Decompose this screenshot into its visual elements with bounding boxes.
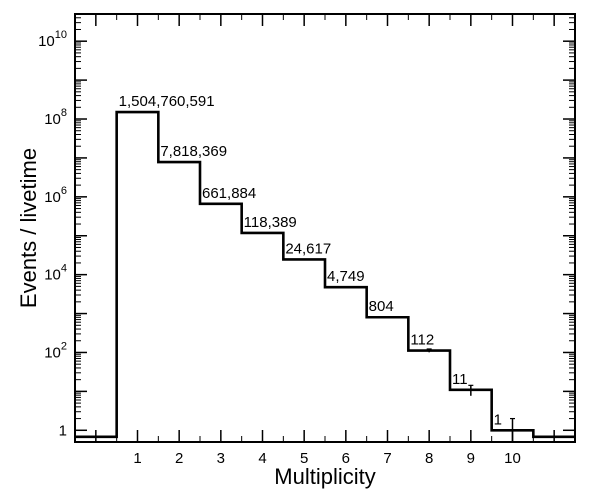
x-tick-label: 6	[342, 450, 350, 467]
y-tick-label-exponent: 2	[61, 340, 67, 352]
bin-value-label: 1,504,760,591	[119, 93, 215, 110]
bin-value-label: 4,749	[327, 268, 365, 285]
y-tick-label: 104	[44, 263, 67, 284]
x-tick-label: 4	[258, 450, 266, 467]
x-tick-label: 3	[217, 450, 225, 467]
bin-value-label: 804	[369, 298, 394, 315]
bin-value-label: 118,389	[244, 214, 297, 231]
y-tick-label: 1010	[38, 29, 67, 50]
y-tick-label-base: 1	[59, 422, 67, 439]
y-tick-label-exponent: 4	[61, 263, 67, 275]
y-tick-label-base: 10	[44, 189, 61, 206]
bin-value-label: 112	[410, 332, 434, 349]
y-tick-label-exponent: 10	[55, 29, 67, 41]
y-tick-label: 102	[44, 340, 67, 361]
error-bars	[426, 348, 515, 442]
x-tick-label: 9	[467, 450, 475, 467]
x-axis-title: Multiplicity	[274, 464, 375, 489]
y-tick-label-exponent: 8	[61, 107, 67, 119]
y-tick-label-base: 10	[44, 111, 61, 128]
bin-value-label: 7,818,369	[160, 143, 227, 160]
y-tick-label-base: 10	[44, 344, 61, 361]
histogram-step-line	[75, 110, 575, 439]
x-tick-label: 7	[383, 450, 391, 467]
x-tick-label: 10	[504, 450, 521, 467]
x-tick-label: 2	[175, 450, 183, 467]
bin-value-label: 1	[494, 411, 502, 428]
y-axis-title: Events / livetime	[16, 148, 41, 308]
y-tick-label-base: 10	[44, 267, 61, 284]
y-tick-label: 1	[59, 422, 67, 439]
major-ticks	[75, 14, 575, 442]
bin-value-label: 661,884	[202, 185, 256, 202]
x-tick-label: 5	[300, 450, 308, 467]
y-tick-label: 108	[44, 107, 67, 128]
y-tick-label-exponent: 6	[61, 185, 67, 197]
x-tick-label: 1	[133, 450, 141, 467]
x-tick-labels: 1 2 3 4 5 6 7 8 9 10	[133, 450, 521, 467]
x-tick-label: 8	[425, 450, 433, 467]
bin-value-label: 24,617	[285, 240, 331, 257]
plot-frame	[74, 13, 576, 443]
bin-value-label: 11	[452, 371, 468, 388]
y-tick-label: 106	[44, 185, 67, 206]
y-tick-label-base: 10	[38, 33, 55, 50]
bin-value-labels: 1,504,760,591 7,818,369 661,884 118,389 24,6…	[119, 93, 502, 428]
